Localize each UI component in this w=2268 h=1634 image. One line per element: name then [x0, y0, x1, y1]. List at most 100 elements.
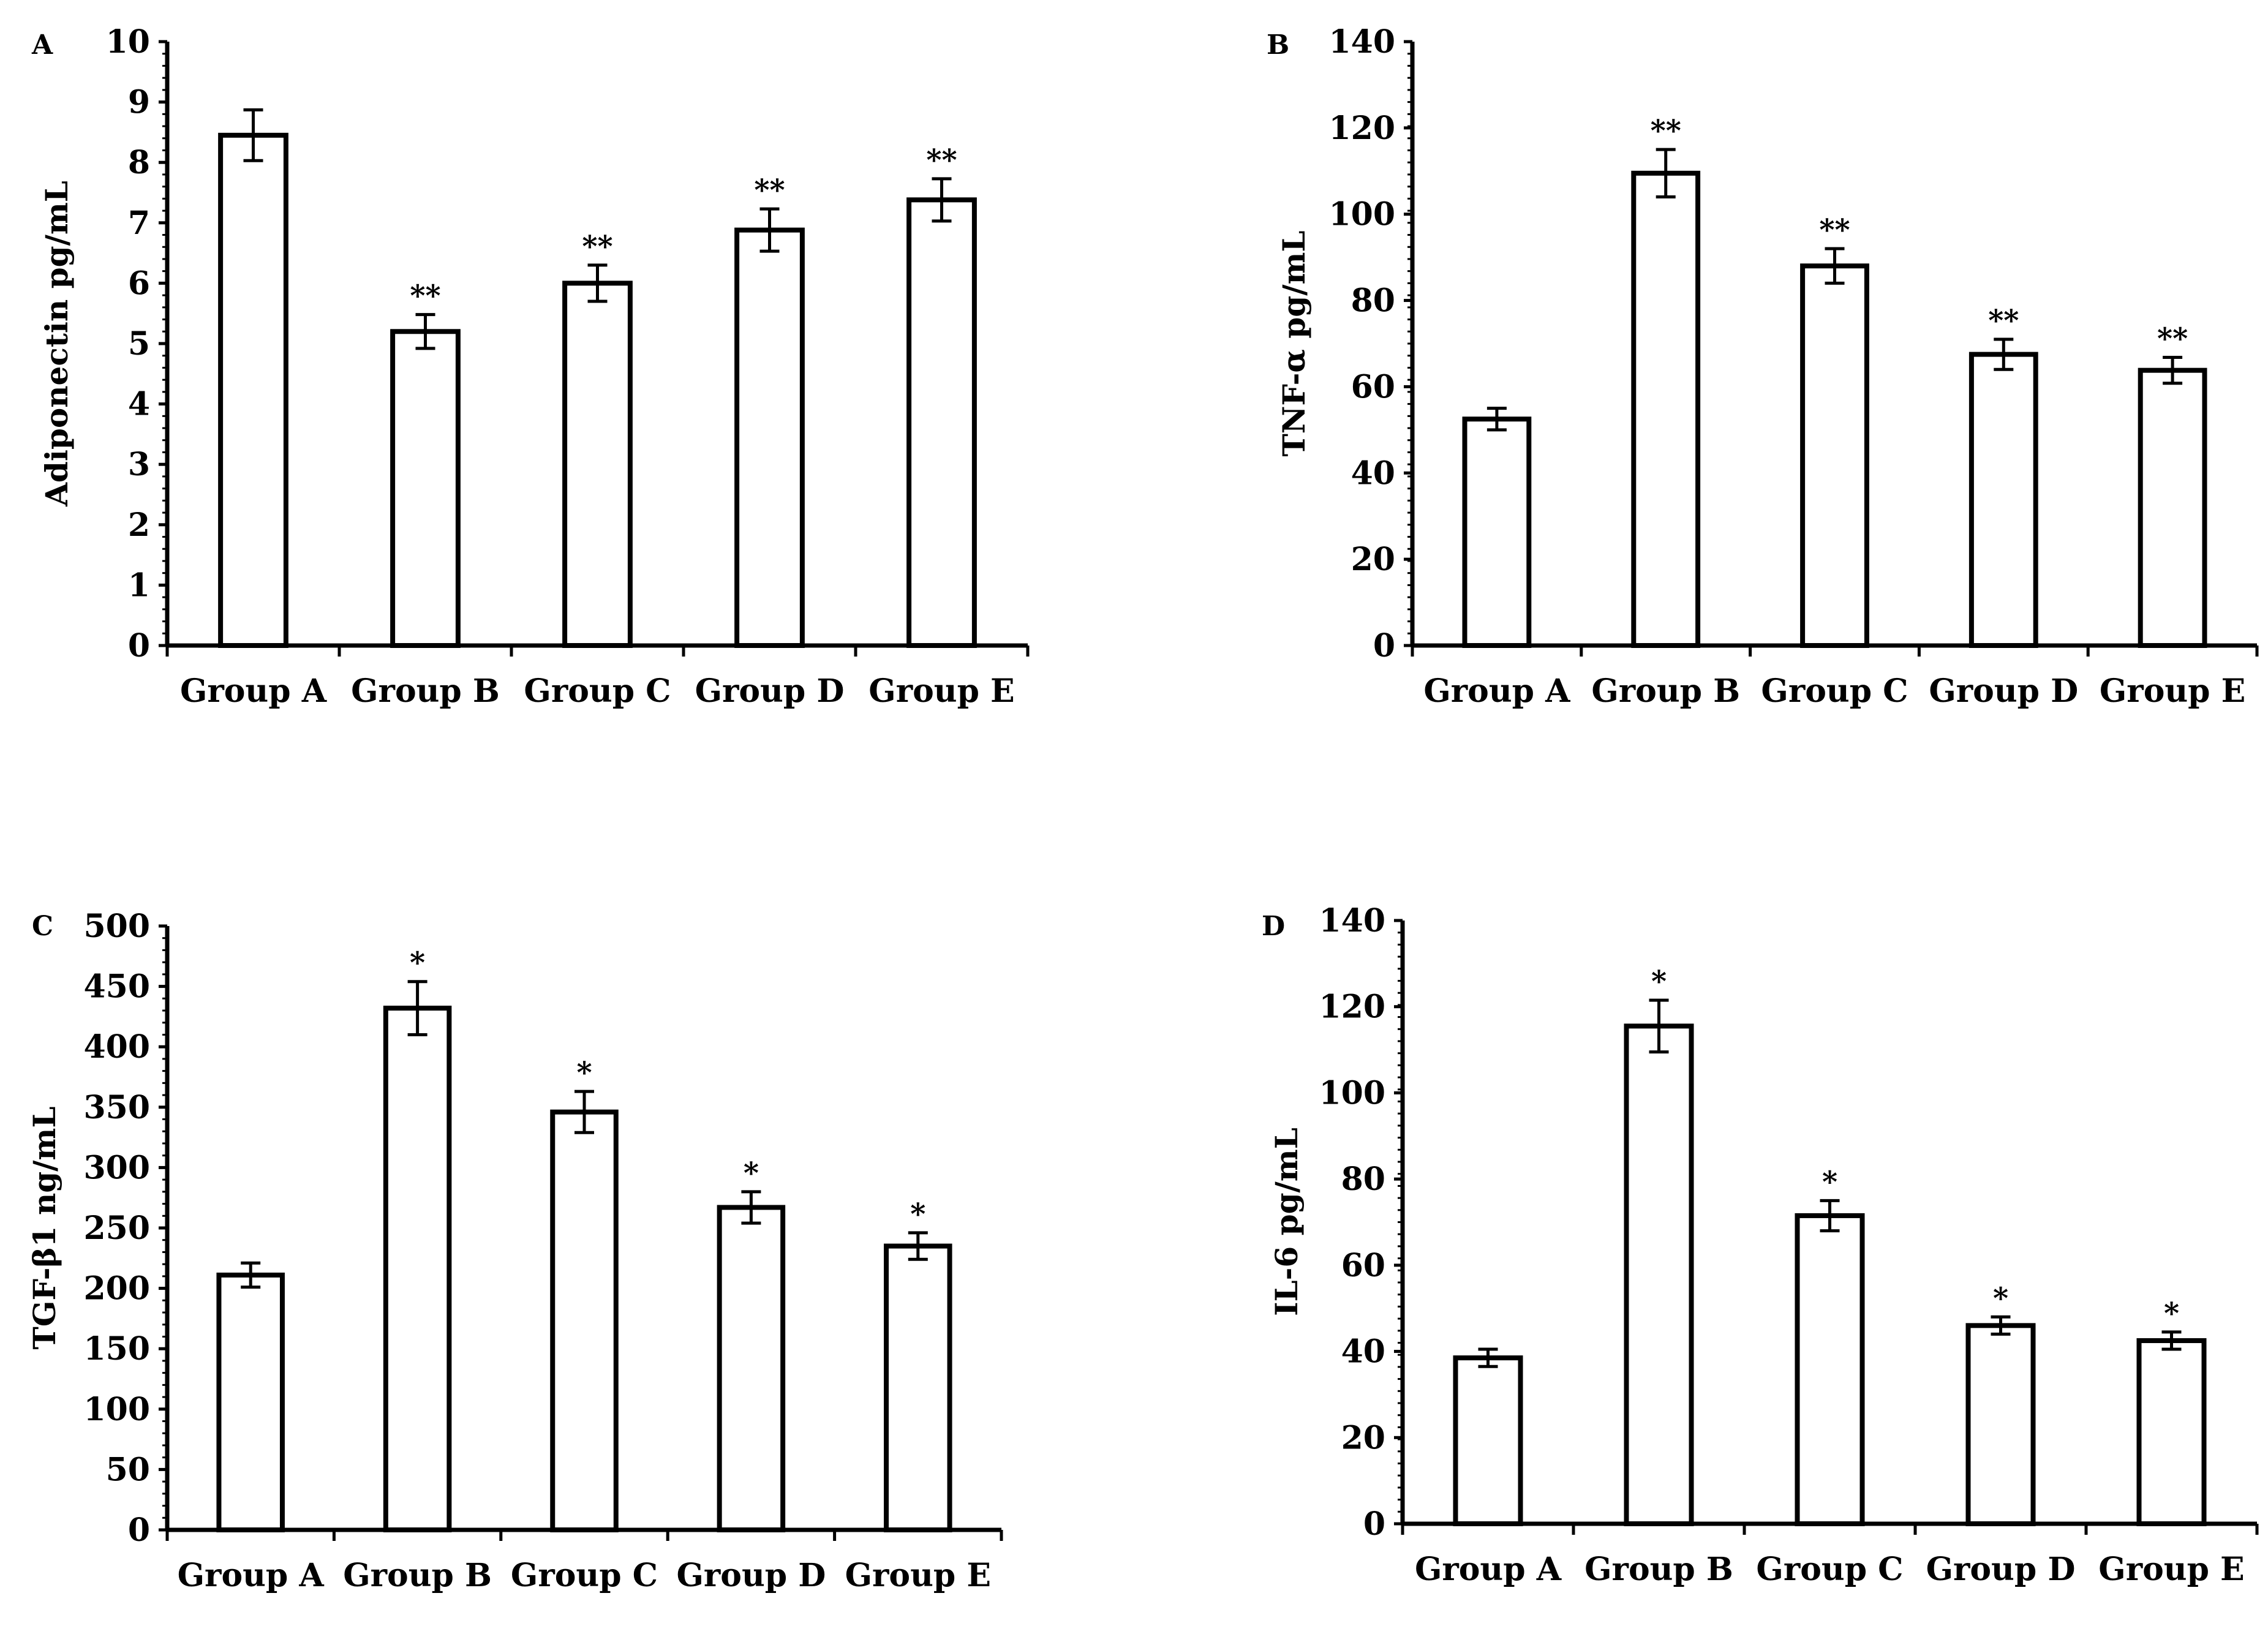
y-tick-label: 140 [1328, 23, 1395, 61]
bar-group-e [906, 197, 977, 649]
x-category-label: Group E [2098, 1551, 2244, 1588]
bar-group-a [1453, 1355, 1523, 1526]
significance-label: * [576, 1056, 592, 1090]
bar-group-b [1624, 1023, 1694, 1526]
significance-label: * [1651, 965, 1667, 999]
y-axis-title: Adiponectin pg/mL [39, 181, 75, 507]
y-tick-label: 100 [1328, 196, 1395, 233]
y-tick-label: 120 [1319, 988, 1385, 1026]
y-tick-label: 8 [128, 144, 150, 181]
significance-label: ** [1651, 114, 1681, 148]
y-tick-label: 20 [1341, 1419, 1385, 1456]
significance-label: * [1822, 1165, 1837, 1199]
y-tick-label: 1 [128, 567, 150, 604]
x-category-label: Group B [351, 672, 500, 710]
y-tick-label: 4 [128, 386, 150, 423]
y-tick-label: 250 [83, 1210, 150, 1247]
y-tick-label: 350 [83, 1089, 150, 1126]
y-tick-label: 500 [83, 908, 150, 945]
y-tick-label: 9 [128, 84, 150, 121]
bar-group-c [562, 280, 633, 648]
significance-label: * [2164, 1297, 2179, 1331]
bar-group-d [717, 1205, 786, 1532]
y-tick-label: 40 [1341, 1333, 1385, 1371]
significance-label: * [1993, 1281, 2008, 1316]
significance-label: ** [754, 173, 785, 208]
x-category-label: Group C [1756, 1551, 1903, 1588]
y-tick-label: 100 [83, 1391, 150, 1428]
y-tick-label: 0 [128, 1512, 150, 1549]
bar-group-c [1800, 263, 1869, 648]
y-tick-label: 2 [128, 506, 150, 544]
panel-letter: A [31, 29, 53, 61]
bar-group-b [1631, 170, 1701, 648]
y-tick-label: 80 [1351, 282, 1395, 320]
significance-label: ** [1988, 304, 2019, 338]
y-tick-label: 80 [1341, 1161, 1385, 1198]
y-tick-label: 40 [1351, 454, 1395, 492]
panel-b-chart: B TNF-α pg/mL 0 20 40 60 80 100 120 140 Group A ** G… [1267, 23, 2259, 710]
y-tick-label: 6 [128, 265, 150, 302]
bar-group-d [1968, 352, 2038, 648]
y-tick-label: 450 [83, 968, 150, 1006]
significance-label: ** [2157, 322, 2188, 356]
significance-label: ** [582, 230, 612, 264]
x-category-label: Group A [1415, 1551, 1562, 1588]
x-category-label: Group A [180, 672, 327, 710]
bar-group-d [734, 227, 805, 648]
y-tick-label: 0 [128, 627, 150, 665]
y-tick-label: 5 [128, 325, 150, 363]
y-tick-label: 50 [106, 1451, 150, 1488]
y-tick-label: 100 [1319, 1074, 1385, 1112]
panel-letter: C [32, 911, 53, 942]
x-category-label: Group B [1591, 672, 1740, 710]
x-category-label: Group B [1584, 1551, 1733, 1588]
bar-group-e [2138, 367, 2207, 648]
bar-group-a [218, 132, 288, 648]
significance-label: ** [1819, 213, 1850, 247]
y-tick-label: 400 [83, 1028, 150, 1066]
bar-group-d [1965, 1323, 2036, 1527]
y-tick-label: 20 [1351, 541, 1395, 578]
x-category-label: Group D [676, 1557, 826, 1594]
x-category-label: Group A [1423, 672, 1570, 710]
y-tick-label: 300 [83, 1149, 150, 1186]
bar-group-b [383, 1006, 452, 1532]
bar-group-b [390, 329, 461, 648]
bar-group-c [1795, 1213, 1865, 1526]
panel-c-chart: C TGF-β1 ng/mL 0 50 100 150 200 250 300 350 400 450… [26, 908, 1003, 1594]
y-axis-title: IL-6 pg/mL [1268, 1128, 1305, 1316]
significance-label: * [910, 1197, 925, 1232]
x-category-label: Group C [511, 1557, 658, 1594]
y-tick-label: 60 [1351, 368, 1395, 405]
x-category-label: Group D [1926, 1551, 2076, 1588]
x-category-label: Group A [178, 1557, 325, 1594]
y-tick-label: 3 [128, 446, 150, 483]
significance-label: ** [410, 279, 440, 314]
panel-letter: B [1267, 29, 1289, 61]
y-tick-label: 150 [83, 1330, 150, 1368]
y-axis-title: TNF-α pg/mL [1276, 230, 1312, 456]
panel-d-chart: D IL-6 pg/mL 0 20 40 60 80 100 120 140 Group A * Gro… [1262, 902, 2259, 1588]
significance-label: ** [926, 143, 957, 178]
bar-group-e [2136, 1338, 2207, 1527]
x-category-label: Group C [1761, 672, 1908, 710]
bar-group-a [1462, 416, 1532, 648]
x-category-label: Group D [1929, 672, 2078, 710]
bar-group-e [884, 1243, 952, 1532]
y-axis-title: TGF-β1 ng/mL [26, 1107, 62, 1350]
bar-group-a [216, 1272, 285, 1532]
y-tick-label: 0 [1373, 627, 1395, 665]
x-category-label: Group E [845, 1557, 991, 1594]
y-tick-label: 0 [1363, 1505, 1385, 1543]
bar-group-c [550, 1109, 619, 1532]
y-tick-label: 200 [83, 1270, 150, 1308]
panel-letter: D [1262, 911, 1285, 942]
x-category-label: Group D [695, 672, 845, 710]
y-tick-label: 10 [106, 23, 150, 61]
y-tick-label: 120 [1328, 110, 1395, 147]
y-tick-label: 60 [1341, 1247, 1385, 1284]
y-tick-label: 140 [1319, 902, 1385, 939]
x-category-label: Group C [524, 672, 671, 710]
